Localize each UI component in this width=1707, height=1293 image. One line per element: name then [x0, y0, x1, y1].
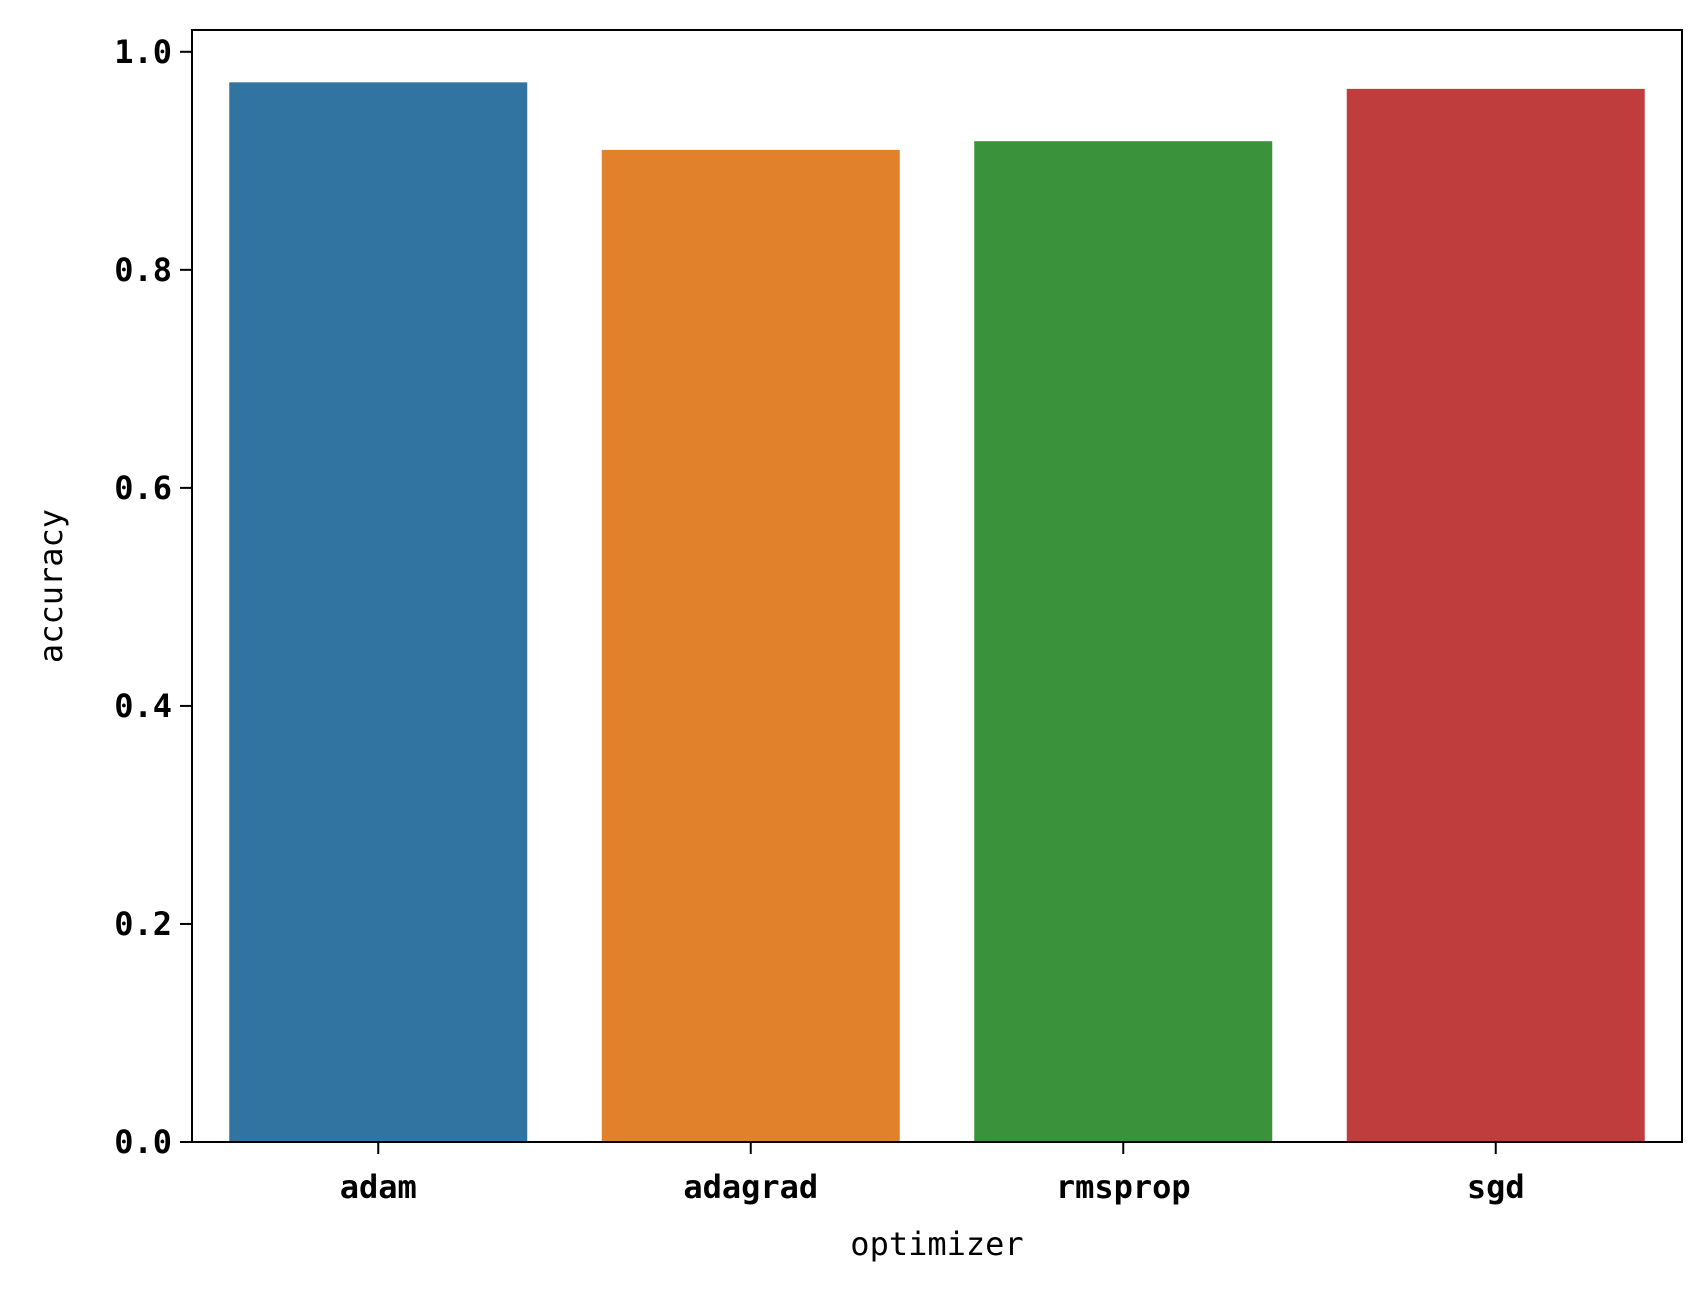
- x-tick-label-adagrad: adagrad: [683, 1168, 818, 1206]
- x-tick-label-rmsprop: rmsprop: [1056, 1168, 1191, 1206]
- bar-adam: [229, 82, 528, 1142]
- x-tick-label-sgd: sgd: [1467, 1168, 1525, 1206]
- x-axis-title: optimizer: [850, 1225, 1023, 1263]
- y-tick-label-0.4: 0.4: [114, 687, 172, 725]
- bar-adagrad: [601, 149, 900, 1142]
- y-tick-label-0.2: 0.2: [114, 905, 172, 943]
- y-tick-label-0.8: 0.8: [114, 251, 172, 289]
- y-axis-title: accuracy: [32, 509, 70, 663]
- x-axis: adam adagrad rmsprop sgd: [340, 1142, 1525, 1206]
- x-tick-label-adam: adam: [340, 1168, 417, 1206]
- plot-frame: [191, 29, 1683, 1143]
- y-tick-label-0.6: 0.6: [114, 469, 172, 507]
- y-tick-label-1.0: 1.0: [114, 33, 172, 71]
- bars-group: [229, 82, 1645, 1142]
- bar-sgd: [1346, 88, 1645, 1142]
- y-axis: 0.0 0.2 0.4 0.6 0.8 1.0: [114, 33, 192, 1161]
- bar-rmsprop: [974, 141, 1273, 1142]
- y-tick-label-0.0: 0.0: [114, 1123, 172, 1161]
